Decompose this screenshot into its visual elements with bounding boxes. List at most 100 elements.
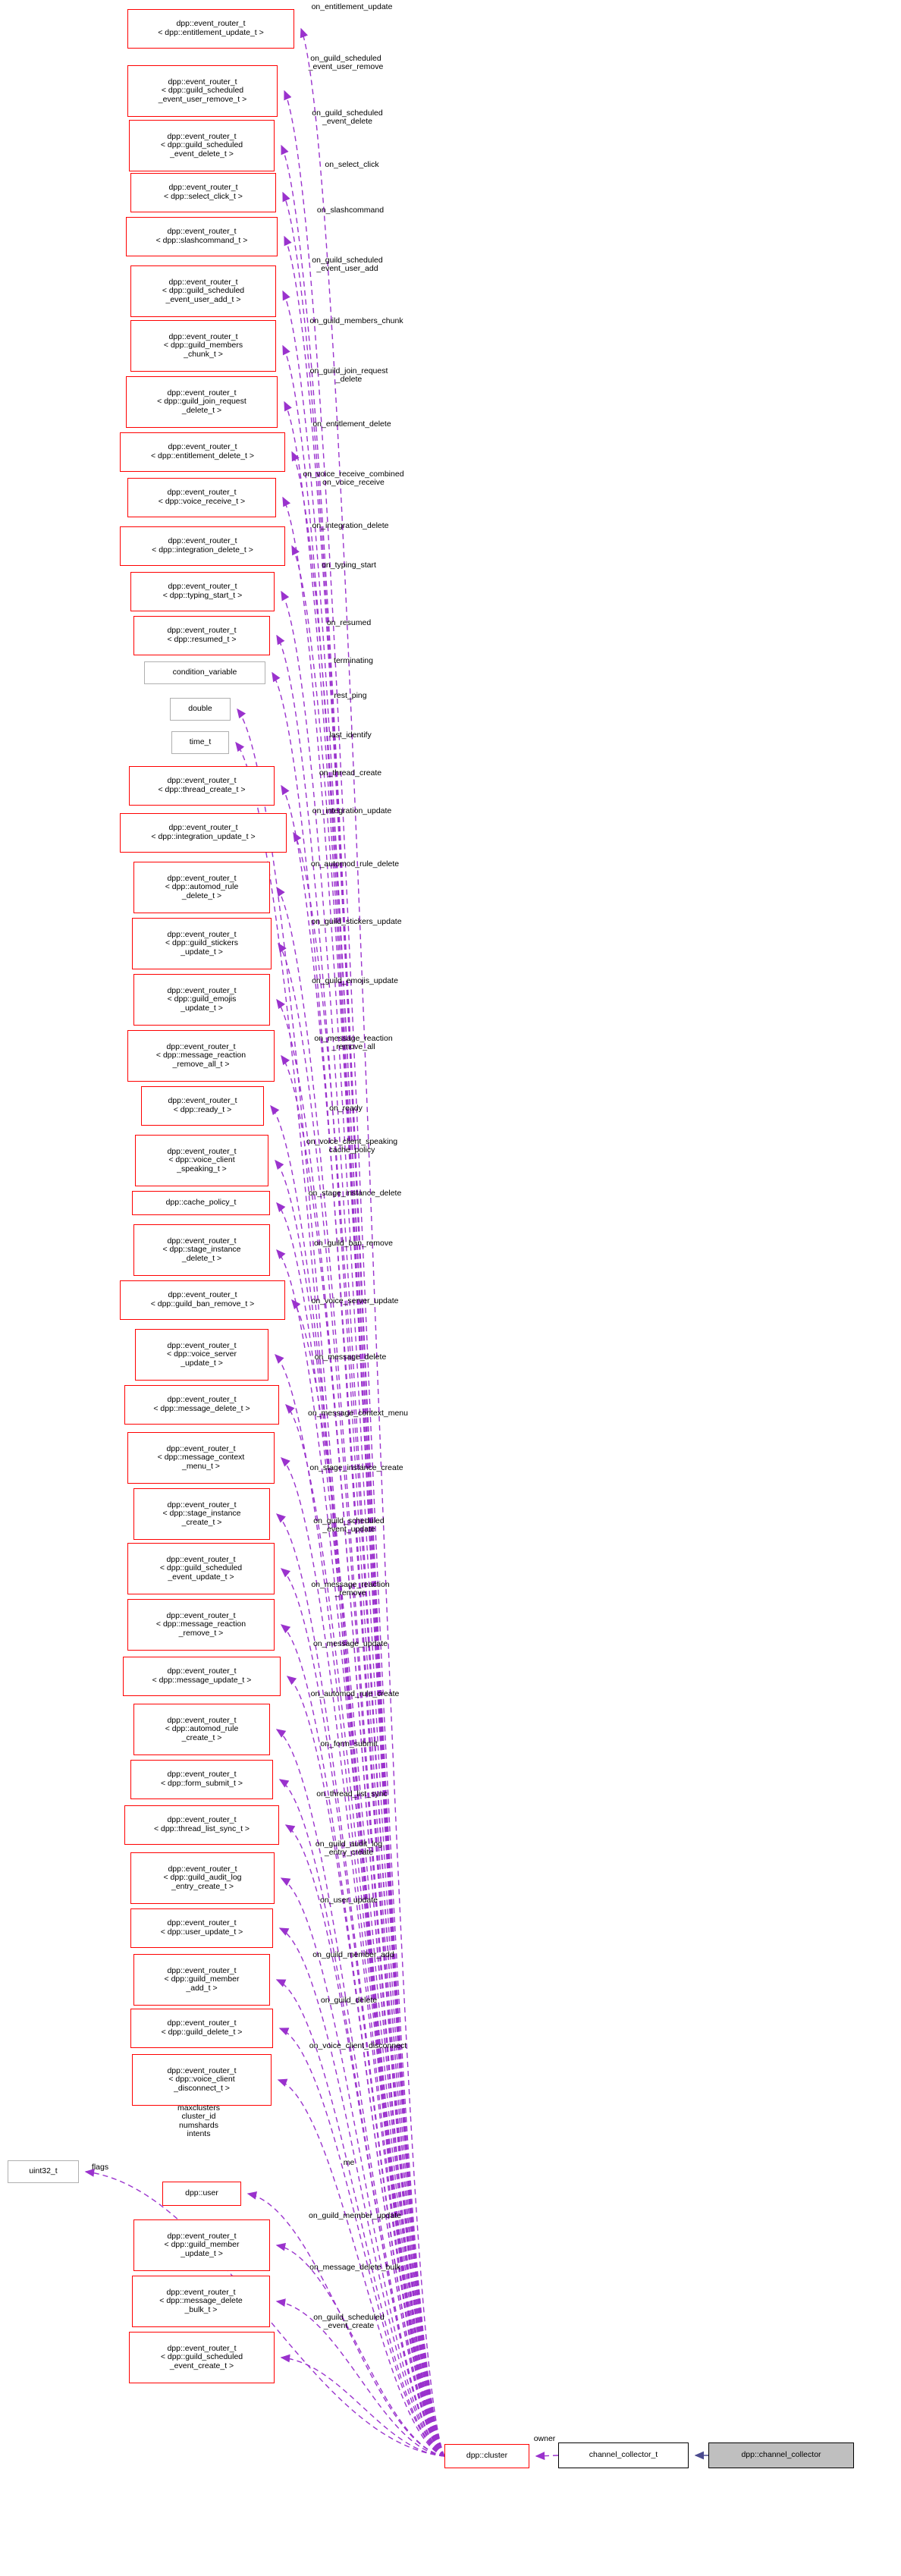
- node-dpp-event-router-t[interactable]: dpp::event_router_t < dpp::voice_server …: [135, 1329, 268, 1381]
- node-dpp-cache-policy-t[interactable]: dpp::cache_policy_t: [132, 1191, 270, 1215]
- node-dpp-cluster[interactable]: dpp::cluster: [444, 2444, 529, 2468]
- edge: [275, 2242, 445, 2457]
- node-dpp-event-router-t[interactable]: dpp::event_router_t < dpp::typing_start_…: [130, 572, 275, 611]
- node-uint32-t[interactable]: uint32_t: [8, 2160, 79, 2183]
- edge-label-owner: owner: [533, 2434, 556, 2443]
- node-dpp-event-router-t[interactable]: dpp::event_router_t < dpp::ready_t >: [141, 1086, 264, 1126]
- node-dpp-event-router-t[interactable]: dpp::event_router_t < dpp::user_update_t…: [130, 1908, 273, 1948]
- edge-label-on-message-update: on_message_update: [312, 1639, 388, 1648]
- node-dpp-event-router-t[interactable]: dpp::event_router_t < dpp::voice_receive…: [127, 478, 276, 517]
- node-dpp-event-router-t[interactable]: dpp::event_router_t < dpp::guild_schedul…: [129, 2332, 275, 2383]
- edge-label-on-guild-member-add: on_guild_member_add: [312, 1950, 394, 1959]
- edge: [280, 2354, 445, 2457]
- edge-label-on-slashcommand: on_slashcommand: [316, 206, 385, 215]
- node-condition-variable[interactable]: condition_variable: [144, 661, 265, 684]
- edge-label-on-message-delete-bulk: on_message_delete_bulk: [309, 2263, 400, 2272]
- edge: [280, 1877, 445, 2457]
- node-dpp-event-router-t[interactable]: dpp::event_router_t < dpp::guild_members…: [130, 320, 276, 372]
- node-channel-collector-t[interactable]: channel_collector_t: [558, 2442, 689, 2468]
- edge-label-on-guild-scheduled: on_guild_scheduled _event_user_add: [312, 256, 383, 274]
- edge: [277, 2078, 445, 2457]
- node-dpp-event-router-t[interactable]: dpp::event_router_t < dpp::guild_schedul…: [127, 1543, 275, 1594]
- edge-label-on-form-submit: on_form_submit: [320, 1739, 378, 1748]
- node-dpp-event-router-t[interactable]: dpp::event_router_t < dpp::slashcommand_…: [126, 217, 278, 256]
- edge: [284, 1824, 445, 2457]
- node-dpp-event-router-t[interactable]: dpp::event_router_t < dpp::thread_list_s…: [124, 1805, 279, 1845]
- node-dpp-event-router-t[interactable]: dpp::event_router_t < dpp::automod_rule …: [133, 862, 270, 913]
- edge-label-on-guild-scheduled: on_guild_scheduled _event_update: [313, 1516, 385, 1535]
- node-dpp-channel-collector[interactable]: dpp::channel_collector: [708, 2442, 854, 2468]
- edge: [275, 1353, 445, 2457]
- edge: [246, 2191, 445, 2457]
- edge: [276, 886, 445, 2457]
- node-dpp-event-router-t[interactable]: dpp::event_router_t < dpp::form_submit_t…: [130, 1760, 273, 1799]
- edge-label-rest-ping: rest_ping: [334, 691, 367, 700]
- edge-label-on-stage-instance-create: on_stage_instance_create: [309, 1463, 403, 1472]
- node-dpp-event-router-t[interactable]: dpp::event_router_t < dpp::message_updat…: [123, 1657, 281, 1696]
- edge-label-flags: flags: [91, 2163, 109, 2172]
- node-dpp-event-router-t[interactable]: dpp::event_router_t < dpp::guild_schedul…: [130, 265, 276, 317]
- edge-label-on-thread-list-sync: on_thread_list_sync: [316, 1789, 388, 1798]
- edge-label-on-integration-update: on_integration_update: [312, 806, 392, 815]
- edge-label-on-resumed: on_resumed: [326, 618, 372, 627]
- node-dpp-event-router-t[interactable]: dpp::event_router_t < dpp::guild_schedul…: [129, 120, 275, 171]
- edge: [291, 451, 445, 2457]
- node-dpp-event-router-t[interactable]: dpp::event_router_t < dpp::guild_ban_rem…: [120, 1280, 285, 1320]
- edge-label-on-automod-rule-delete: on_automod_rule_delete: [310, 859, 400, 869]
- node-dpp-event-router-t[interactable]: dpp::event_router_t < dpp::integration_u…: [120, 813, 287, 853]
- edge: [280, 1568, 445, 2457]
- node-dpp-event-router-t[interactable]: dpp::event_router_t < dpp::message_delet…: [132, 2276, 270, 2327]
- edge: [293, 831, 445, 2457]
- edge-label-on-automod-rule-create: on_automod_rule_create: [310, 1689, 400, 1698]
- edge: [282, 290, 445, 2457]
- node-dpp-event-router-t[interactable]: dpp::event_router_t < dpp::select_click_…: [130, 173, 276, 212]
- edge-label-on-guild-member-update: on_guild_member_update: [308, 2211, 402, 2220]
- edge-label-on-guild-delete: on_guild_delete: [320, 1996, 378, 2005]
- edge: [281, 1054, 445, 2457]
- node-dpp-event-router-t[interactable]: dpp::event_router_t < dpp::guild_delete_…: [130, 2009, 273, 2048]
- edge: [278, 1927, 445, 2457]
- node-dpp-event-router-t[interactable]: dpp::event_router_t < dpp::voice_client …: [135, 1135, 268, 1186]
- node-dpp-event-router-t[interactable]: dpp::event_router_t < dpp::guild_emojis …: [133, 974, 270, 1026]
- node-dpp-event-router-t[interactable]: dpp::event_router_t < dpp::thread_create…: [129, 766, 275, 806]
- edge-label-on-integration-delete: on_integration_delete: [312, 521, 389, 530]
- edge: [272, 671, 445, 2457]
- node-dpp-event-router-t[interactable]: dpp::event_router_t < dpp::resumed_t >: [133, 616, 270, 655]
- node-dpp-event-router-t[interactable]: dpp::event_router_t < dpp::integration_d…: [120, 526, 285, 566]
- node-dpp-event-router-t[interactable]: dpp::event_router_t < dpp::message_react…: [127, 1599, 275, 1651]
- edge-label-on-message-delete: on_message_delete: [314, 1352, 387, 1362]
- edge-label-on-thread-create: on_thread_create: [319, 768, 382, 778]
- edge: [276, 1249, 445, 2457]
- node-dpp-event-router-t[interactable]: dpp::event_router_t < dpp::message_react…: [127, 1030, 275, 1082]
- node-dpp-event-router-t[interactable]: dpp::event_router_t < dpp::entitlement_u…: [127, 9, 294, 49]
- node-dpp-event-router-t[interactable]: dpp::event_router_t < dpp::stage_instanc…: [133, 1488, 270, 1540]
- edge-label-on-user-update: on_user_update: [320, 1896, 378, 1905]
- edge: [84, 2168, 445, 2457]
- node-dpp-event-router-t[interactable]: dpp::event_router_t < dpp::guild_member …: [133, 1954, 270, 2006]
- edge: [281, 784, 445, 2457]
- edge-label-on-guild-emojis-update: on_guild_emojis_update: [312, 976, 398, 985]
- node-dpp-event-router-t[interactable]: dpp::event_router_t < dpp::guild_schedul…: [127, 65, 278, 117]
- edge-label-me: me: [343, 2158, 355, 2167]
- edge-label-on-guild-join-request: on_guild_join_request _delete: [309, 366, 388, 385]
- node-dpp-event-router-t[interactable]: dpp::event_router_t < dpp::guild_member …: [133, 2219, 270, 2271]
- node-double[interactable]: double: [170, 698, 231, 721]
- node-dpp-event-router-t[interactable]: dpp::event_router_t < dpp::message_conte…: [127, 1432, 275, 1484]
- node-dpp-event-router-t[interactable]: dpp::event_router_t < dpp::voice_client …: [132, 2054, 272, 2106]
- edge-label-on-voice-client-speaking: on_voice_client_speaking cache_policy: [306, 1137, 398, 1155]
- edge-label-on-typing-start: on_typing_start: [322, 561, 376, 570]
- node-dpp-event-router-t[interactable]: dpp::event_router_t < dpp::guild_audit_l…: [130, 1852, 275, 1904]
- edge-label-on-entitlement-delete: on_entitlement_delete: [312, 419, 391, 429]
- node-time-t[interactable]: time_t: [171, 731, 229, 754]
- node-dpp-event-router-t[interactable]: dpp::event_router_t < dpp::guild_join_re…: [126, 376, 278, 428]
- node-dpp-user[interactable]: dpp::user: [162, 2182, 241, 2206]
- edge-label-on-message-reaction: on_message_reaction _remove_all: [314, 1034, 393, 1052]
- node-dpp-event-router-t[interactable]: dpp::event_router_t < dpp::entitlement_d…: [120, 432, 285, 472]
- node-dpp-event-router-t[interactable]: dpp::event_router_t < dpp::guild_sticker…: [132, 918, 272, 969]
- node-dpp-event-router-t[interactable]: dpp::event_router_t < dpp::message_delet…: [124, 1385, 279, 1425]
- edge: [300, 27, 445, 2457]
- node-dpp-event-router-t[interactable]: dpp::event_router_t < dpp::automod_rule …: [133, 1704, 270, 1755]
- node-dpp-event-router-t[interactable]: dpp::event_router_t < dpp::stage_instanc…: [133, 1224, 270, 1276]
- edge-label-maxclusters: maxclusters cluster_id numshards intents: [177, 2103, 221, 2139]
